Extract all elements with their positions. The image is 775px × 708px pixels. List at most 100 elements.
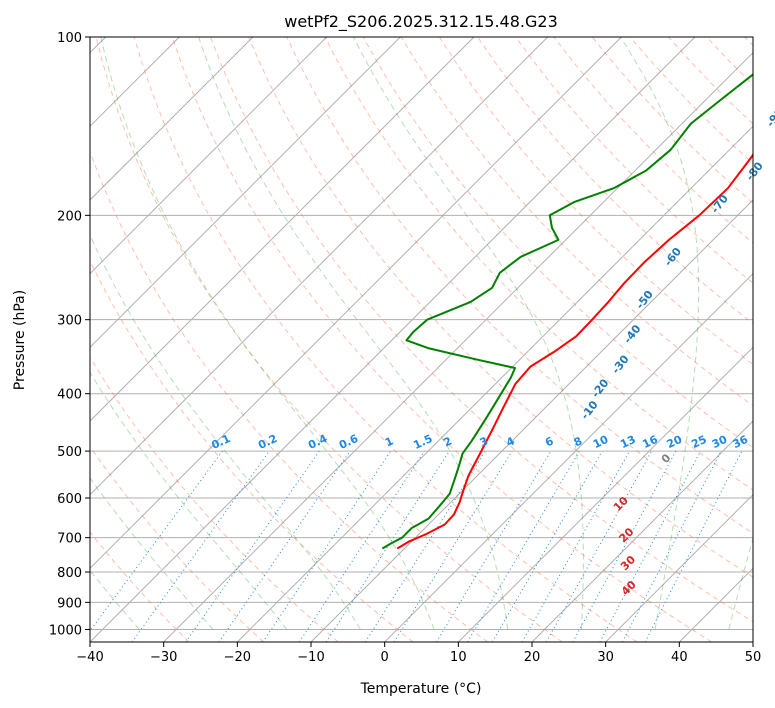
dry-adiabat-line [90, 356, 339, 642]
x-tick-label: −20 [224, 650, 251, 665]
dry-adiabat-line [286, 37, 753, 534]
mixing-ratio-label: 6 [543, 434, 556, 449]
isotherm-line [90, 37, 328, 275]
isotherm-line [605, 493, 753, 642]
mixing-ratio-line [298, 450, 425, 642]
dry-adiabat-line [90, 531, 190, 642]
y-tick-label: 1000 [49, 623, 82, 638]
x-tick-label: −40 [76, 650, 103, 665]
x-tick-label: 30 [597, 650, 614, 665]
mixing-ratio-line [467, 450, 580, 642]
dry-adiabat-line [95, 37, 563, 642]
y-tick-label: 700 [57, 532, 82, 547]
isotherm-line [678, 567, 753, 642]
temperature-profile-line [396, 152, 753, 550]
moist-adiabat-line [620, 37, 700, 630]
moist-adiabat-line [90, 233, 361, 630]
x-tick-label: 40 [671, 650, 688, 665]
isotherm-line [457, 346, 753, 642]
moist-adiabat-line [90, 477, 214, 630]
dry-adiabat-label: -90 [764, 106, 775, 130]
isotherm-line [90, 37, 549, 496]
mixing-ratio-label: 0.4 [306, 432, 329, 452]
dry-adiabat-line [515, 37, 753, 284]
mixing-ratio-label: 36 [731, 433, 751, 451]
y-tick-label: 500 [57, 445, 82, 460]
moist-adiabat-line [353, 37, 584, 630]
y-tick-label: 100 [57, 31, 82, 46]
y-tick-label: 300 [57, 314, 82, 329]
dry-adiabat-line [591, 37, 753, 204]
mixing-ratio-line [325, 450, 450, 642]
dry-adiabat-label: -40 [621, 322, 644, 346]
x-tick-label: 10 [450, 650, 467, 665]
dry-adiabat-line [438, 37, 753, 366]
y-tick-label: 400 [57, 388, 82, 403]
dry-adiabat-line [668, 37, 753, 125]
mixing-ratio-line [218, 450, 351, 642]
wet-bulb-label: 40 [619, 578, 639, 598]
dry-adiabat-line [248, 37, 753, 578]
dry-adiabat-line [706, 37, 753, 86]
moist-adiabat-line [198, 37, 509, 630]
mixing-ratio-label: 10 [591, 433, 611, 451]
dry-adiabat-line [90, 445, 264, 642]
x-tick-label: −30 [150, 650, 177, 665]
isotherm-line [531, 420, 753, 642]
mixing-ratio-label: 13 [618, 433, 637, 451]
isotherm-line [163, 51, 753, 642]
dry-adiabat-line [400, 37, 753, 407]
mixing-ratio-label: 1 [383, 434, 395, 449]
mixing-ratio-line [393, 450, 513, 642]
mixing-ratio-line [364, 450, 486, 642]
mixing-ratio-label: 16 [640, 433, 660, 451]
dry-adiabat-line [90, 150, 488, 642]
mixing-ratio-label: 20 [665, 433, 685, 451]
dry-adiabat-line [133, 37, 638, 642]
mixing-ratio-label: 25 [689, 433, 708, 451]
chart-title: wetPf2_S206.2025.312.15.48.G23 [284, 12, 558, 32]
dry-adiabat-label: -10 [578, 398, 601, 422]
isotherm-line [236, 125, 753, 642]
mixing-ratio-label: 30 [710, 433, 730, 451]
isotherm-line [384, 272, 753, 642]
mixing-ratio-line [131, 450, 270, 642]
dry-adiabat-line [171, 37, 712, 642]
dry-adiabat-label: -30 [609, 352, 632, 376]
moist-adiabat-line [100, 37, 435, 630]
plot-frame [89, 36, 754, 643]
y-tick-label: 800 [57, 566, 82, 581]
x-axis-label: Temperature (°C) [360, 681, 482, 697]
x-tick-label: 50 [745, 650, 762, 665]
moist-adiabat-line [90, 569, 140, 630]
isotherm-line [90, 37, 696, 642]
isotherm-line [90, 37, 401, 349]
mixing-ratio-line [545, 450, 653, 642]
mixing-ratio-line [572, 450, 677, 642]
mixing-ratio-line [491, 450, 603, 642]
mixing-ratio-line [599, 450, 701, 642]
y-tick-label: 900 [57, 596, 82, 611]
dry-adiabat-label: -20 [589, 376, 612, 400]
isotherm-line [90, 37, 475, 422]
mixing-ratio-line [644, 450, 743, 642]
x-tick-label: 0 [381, 650, 389, 665]
wet-bulb-label: 30 [618, 553, 638, 573]
mixing-ratio-line [521, 450, 630, 642]
mixing-ratio-label: 8 [572, 434, 584, 449]
x-tick-label: 20 [524, 650, 541, 665]
mixing-ratio-line [90, 450, 223, 632]
mixing-ratio-line [185, 450, 320, 642]
dry-adiabat-label: -60 [662, 245, 685, 269]
dry-adiabat-label: -70 [708, 192, 731, 216]
mixing-ratio-line [262, 450, 392, 642]
dry-adiabat-label: -50 [633, 288, 656, 312]
plot-area [90, 37, 753, 642]
x-tick-label: −10 [297, 650, 324, 665]
isotherm-line [90, 37, 622, 570]
moist-adiabat-line [90, 371, 288, 630]
isotherm-line [90, 37, 254, 201]
y-tick-label: 200 [57, 209, 82, 224]
y-tick-label: 600 [57, 492, 82, 507]
